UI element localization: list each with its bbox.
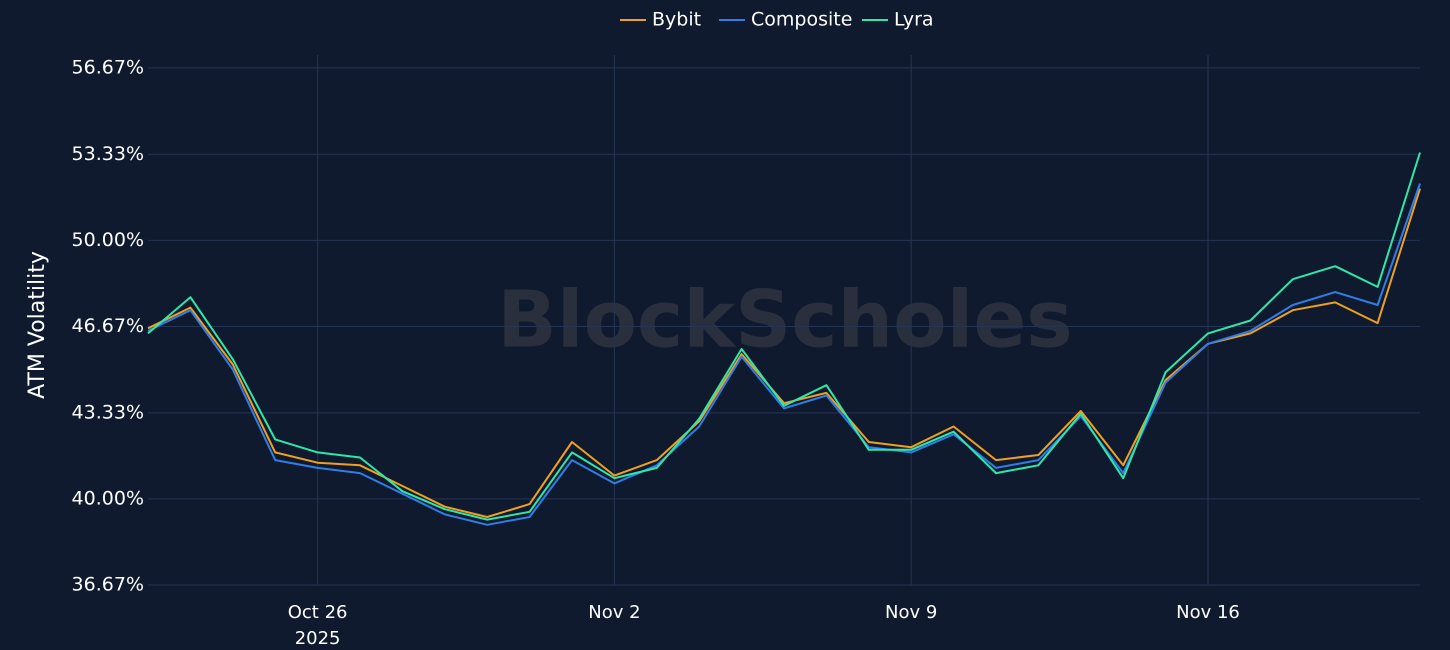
y-tick-label: 46.67% <box>72 315 144 337</box>
watermark: BlockScholes <box>497 275 1072 365</box>
x-tick-label: Oct 26 <box>288 602 348 623</box>
legend-label[interactable]: Composite <box>751 9 852 31</box>
x-tick-label: Nov 16 <box>1176 602 1240 623</box>
y-tick-label: 50.00% <box>72 229 144 251</box>
y-tick-label: 53.33% <box>72 143 144 165</box>
series-line <box>147 152 1421 521</box>
x-tick-sublabel: 2025 <box>295 628 341 649</box>
y-tick-label: 40.00% <box>72 487 144 509</box>
legend-label[interactable]: Lyra <box>894 9 934 31</box>
y-tick-label: 43.33% <box>72 401 144 423</box>
y-tick-label: 56.67% <box>72 56 144 78</box>
series-line <box>147 183 1421 526</box>
y-axis-label: ATM Volatility <box>25 251 50 399</box>
x-tick-label: Nov 2 <box>588 602 640 623</box>
x-tick-label: Nov 9 <box>885 602 937 623</box>
legend-label[interactable]: Bybit <box>652 9 701 31</box>
y-tick-label: 36.67% <box>72 574 144 596</box>
